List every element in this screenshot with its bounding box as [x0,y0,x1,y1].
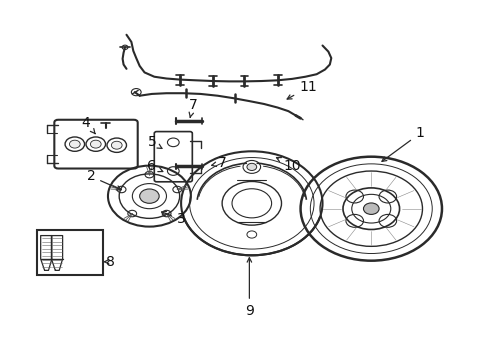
Circle shape [111,141,122,149]
Circle shape [140,189,159,203]
Text: 6: 6 [147,159,163,174]
Circle shape [90,140,101,148]
Text: 4: 4 [81,116,95,134]
Text: 10: 10 [276,158,301,173]
Circle shape [69,140,80,148]
Circle shape [246,163,256,171]
Text: 2: 2 [86,170,121,190]
Bar [37,230,103,275]
Text: 7: 7 [211,156,226,170]
Text: 3: 3 [161,211,185,226]
Text: 8: 8 [103,255,115,269]
Text: 5: 5 [147,135,162,149]
Text: 7: 7 [188,98,197,117]
Text: 1: 1 [381,126,424,161]
Text: 9: 9 [244,258,253,318]
Circle shape [363,203,378,215]
Text: 11: 11 [286,81,316,99]
